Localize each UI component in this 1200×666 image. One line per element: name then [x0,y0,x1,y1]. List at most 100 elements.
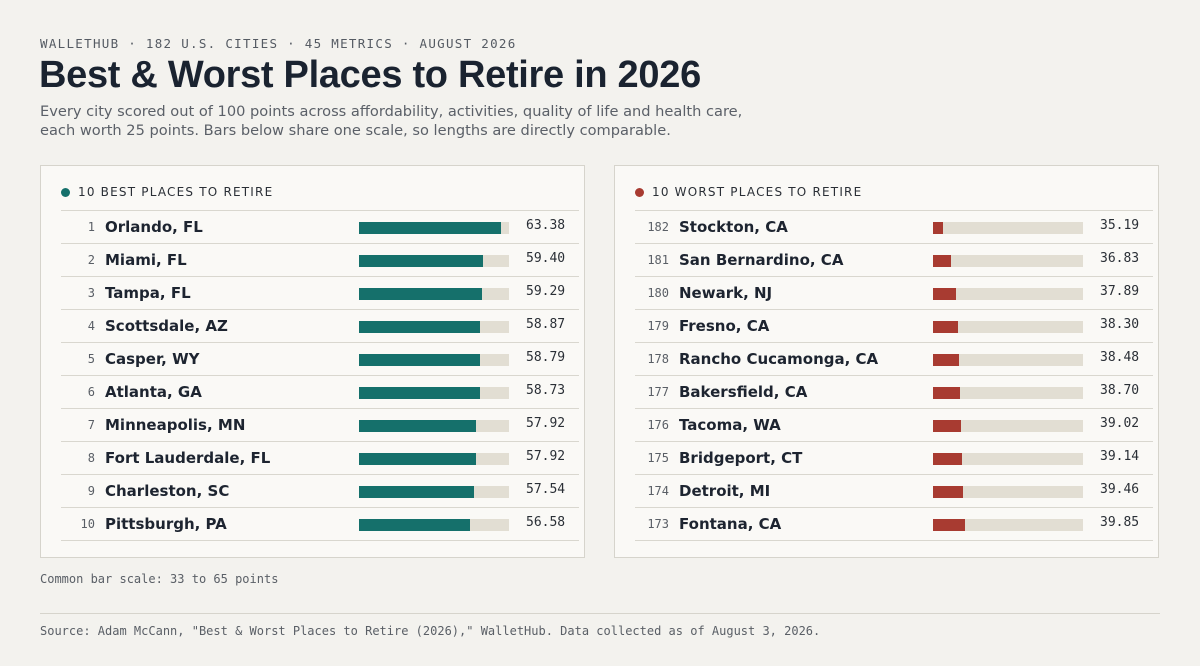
worst-place-row: 175 Bridgeport, CT 39.14 [635,442,1153,475]
city-label: Stockton, CA [679,218,788,236]
city-label: Miami, FL [105,251,187,269]
best-place-row: 7 Minneapolis, MN 57.92 [61,409,579,442]
score-value: 58.79 [526,350,566,365]
rank-label: 178 [647,352,669,366]
rank-label: 180 [647,286,669,300]
bar-track [933,255,1083,267]
city-label: Minneapolis, MN [105,416,246,434]
score-value: 39.02 [1100,416,1140,431]
bar-track [933,453,1083,465]
worst-places-panel: 10 WORST PLACES TO RETIRE 182 Stockton, C… [614,165,1159,558]
city-label: Tampa, FL [105,284,191,302]
score-value: 36.83 [1100,251,1140,266]
subtitle: Every city scored out of 100 points acro… [40,102,840,140]
rank-label: 179 [647,319,669,333]
worst-place-row: 179 Fresno, CA 38.30 [635,310,1153,343]
city-label: Tacoma, WA [679,416,781,434]
score-value: 58.87 [526,317,566,332]
city-label: Atlanta, GA [105,383,202,401]
score-value: 39.14 [1100,449,1140,464]
bar-track [359,453,509,465]
score-value: 59.29 [526,284,566,299]
score-value: 37.89 [1100,284,1140,299]
score-value: 58.73 [526,383,566,398]
worst-place-row: 173 Fontana, CA 39.85 [635,508,1153,541]
bar-track [933,387,1083,399]
best-place-row: 6 Atlanta, GA 58.73 [61,376,579,409]
worst-panel-title: 10 WORST PLACES TO RETIRE [652,185,863,199]
scale-note: Common bar scale: 33 to 65 points [40,572,279,586]
score-value: 56.58 [526,515,566,530]
score-value: 35.19 [1100,218,1140,233]
city-label: San Bernardino, CA [679,251,844,269]
bar-track [933,222,1083,234]
bar-track [359,222,509,234]
score-bar [359,453,476,465]
bar-track [359,288,509,300]
bar-track [933,420,1083,432]
worst-place-row: 180 Newark, NJ 37.89 [635,277,1153,310]
subtitle-line-1: Every city scored out of 100 points acro… [40,103,743,120]
eyebrow: WALLETHUB · 182 U.S. CITIES · 45 METRICS… [40,36,517,51]
rank-label: 10 [80,517,95,531]
score-value: 39.85 [1100,515,1140,530]
best-place-row: 2 Miami, FL 59.40 [61,244,579,277]
footer-divider [40,613,1160,614]
city-label: Orlando, FL [105,218,203,236]
score-bar [359,222,502,234]
city-label: Casper, WY [105,350,200,368]
bar-track [933,321,1083,333]
city-label: Scottsdale, AZ [105,317,228,335]
city-label: Fort Lauderdale, FL [105,449,271,467]
rank-label: 175 [647,451,669,465]
score-value: 39.46 [1100,482,1140,497]
score-value: 63.38 [526,218,566,233]
bar-track [933,288,1083,300]
best-place-row: 8 Fort Lauderdale, FL 57.92 [61,442,579,475]
rank-label: 174 [647,484,669,498]
city-label: Bakersfield, CA [679,383,808,401]
city-label: Fontana, CA [679,515,782,533]
rank-label: 1 [87,220,95,234]
rank-label: 176 [647,418,669,432]
city-label: Newark, NJ [679,284,773,302]
score-value: 57.92 [526,416,566,431]
score-bar [933,453,962,465]
rank-label: 3 [87,286,95,300]
score-value: 38.70 [1100,383,1140,398]
best-rows: 1 Orlando, FL 63.38 2 Miami, FL 59.40 3 Tampa, … [61,210,579,541]
score-bar [933,519,966,531]
score-value: 57.92 [526,449,566,464]
bar-track [359,255,509,267]
bar-track [933,354,1083,366]
city-label: Charleston, SC [105,482,230,500]
worst-panel-header: 10 WORST PLACES TO RETIRE [635,185,862,199]
score-bar [359,486,474,498]
city-label: Detroit, MI [679,482,771,500]
score-bar [933,321,958,333]
bar-track [359,321,509,333]
bar-track [359,420,509,432]
best-place-row: 5 Casper, WY 58.79 [61,343,579,376]
worst-rows: 182 Stockton, CA 35.19 181 San Bernardino, C… [635,210,1153,541]
worst-place-row: 176 Tacoma, WA 39.02 [635,409,1153,442]
rank-label: 182 [647,220,669,234]
score-value: 38.30 [1100,317,1140,332]
rank-label: 9 [87,484,95,498]
rank-label: 6 [87,385,95,399]
page-title: Best & Worst Places to Retire in 2026 [39,54,701,96]
best-place-row: 1 Orlando, FL 63.38 [61,211,579,244]
score-bar [359,321,481,333]
best-legend-dot-icon [61,187,70,197]
best-place-row: 9 Charleston, SC 57.54 [61,475,579,508]
bar-track [359,486,509,498]
subtitle-line-2: each worth 25 points. Bars below share o… [40,122,671,139]
score-bar [933,288,956,300]
score-bar [359,255,483,267]
worst-place-row: 178 Rancho Cucamonga, CA 38.48 [635,343,1153,376]
city-label: Pittsburgh, PA [105,515,227,533]
worst-place-row: 182 Stockton, CA 35.19 [635,211,1153,244]
score-bar [933,420,962,432]
city-label: Fresno, CA [679,317,770,335]
best-panel-header: 10 BEST PLACES TO RETIRE [61,185,273,199]
